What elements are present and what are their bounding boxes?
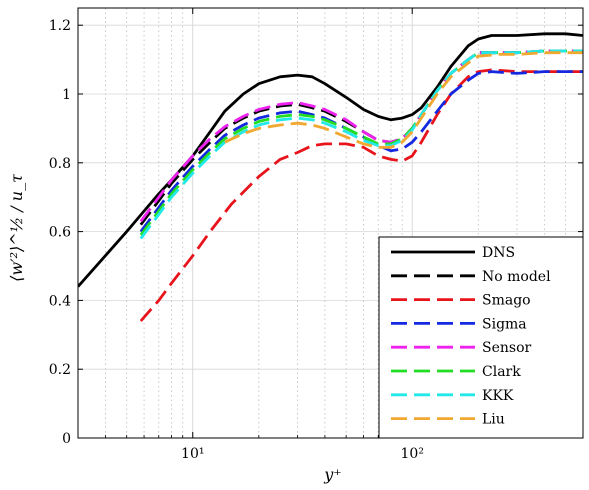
legend-label-no-model: No model xyxy=(482,269,551,285)
legend-label-smago: Smago xyxy=(482,293,531,309)
legend-label-liu: Liu xyxy=(482,412,505,428)
y-axis-label: ⟨w′²⟩^½ / u_τ xyxy=(7,173,26,282)
series-line-liu xyxy=(224,51,583,149)
axes-frame xyxy=(77,7,584,439)
legend-label-sigma: Sigma xyxy=(482,316,527,332)
legend-label-clark: Clark xyxy=(482,364,521,380)
legend-label-dns: DNS xyxy=(482,245,515,261)
grid xyxy=(78,8,583,438)
legend: DNS No model Smago Sigma Sensor Clark KKK Liu xyxy=(378,236,584,439)
y-tick-label: 1 xyxy=(62,87,71,103)
legend-box xyxy=(378,236,584,439)
series-line-kkk xyxy=(139,49,583,240)
legend-label-kkk: KKK xyxy=(482,388,514,404)
y-tick-label: 0.6 xyxy=(49,225,71,241)
legend-label-sensor: Sensor xyxy=(482,340,532,356)
series-layer xyxy=(78,32,583,322)
x-tick-label: 10² xyxy=(401,446,424,462)
series-line-smago xyxy=(139,68,583,322)
tick-labels: 0 0.2 0.4 0.6 0.8 1 1.2 10¹ 10² xyxy=(49,18,424,462)
y-tick-label: 0 xyxy=(62,431,71,447)
y-tick-label: 0.2 xyxy=(49,362,71,378)
y-tick-label: 0.8 xyxy=(49,156,71,172)
y-tick-label: 0.4 xyxy=(49,293,71,309)
x-axis-label: y⁺ xyxy=(323,465,341,484)
x-tick-label: 10¹ xyxy=(181,446,204,462)
y-tick-label: 1.2 xyxy=(49,18,71,34)
